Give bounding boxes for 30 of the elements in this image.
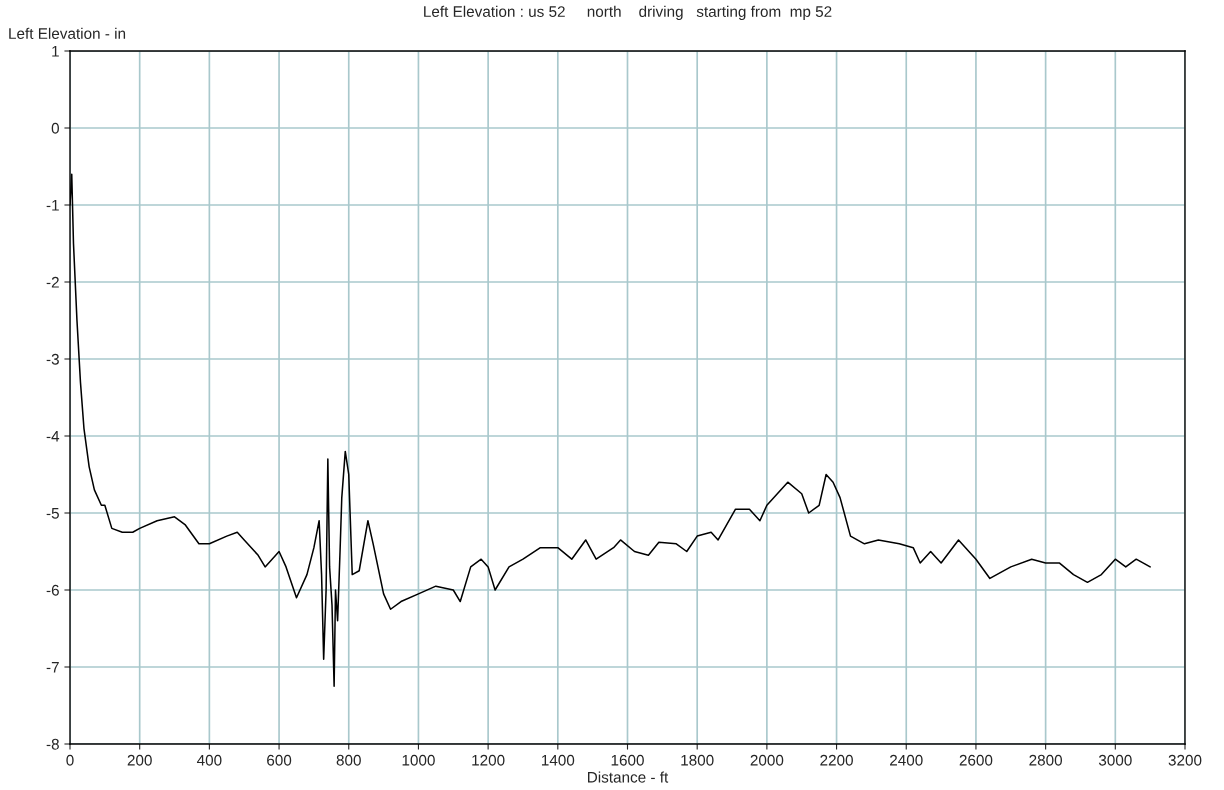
x-tick-label: 2200 <box>820 754 853 766</box>
y-tick-label: -7 <box>46 662 59 673</box>
y-tick-label: -1 <box>46 200 59 211</box>
x-tick-label: 1200 <box>472 754 505 766</box>
x-tick-label: 0 <box>66 754 74 766</box>
x-tick-label: 1800 <box>681 754 714 766</box>
x-tick-label: 3000 <box>1098 754 1132 766</box>
x-tick-label: 2400 <box>890 754 923 766</box>
x-tick-label: 400 <box>196 754 222 766</box>
y-tick-label: -8 <box>46 738 59 750</box>
x-axis-title: Distance - ft <box>588 771 669 783</box>
y-axis-title: Left Elevation - in <box>9 27 126 39</box>
x-tick-label: 3200 <box>1168 754 1202 766</box>
x-tick-label: 2600 <box>959 754 993 766</box>
y-tick-label: 1 <box>52 46 59 57</box>
y-tick-label: -5 <box>46 508 59 519</box>
x-tick-label: 600 <box>267 754 292 766</box>
y-tick-label: -3 <box>46 353 59 365</box>
x-tick-label: 200 <box>127 754 152 766</box>
y-tick-label: -2 <box>46 276 59 288</box>
x-tick-label: 800 <box>336 754 361 766</box>
y-tick-label: -6 <box>46 584 59 596</box>
x-tick-label: 1000 <box>402 754 435 766</box>
x-tick-label: 1400 <box>541 754 575 766</box>
y-tick-label: -4 <box>46 431 60 442</box>
y-tick-label: 0 <box>51 122 59 134</box>
x-tick-label: 2800 <box>1029 754 1063 766</box>
x-tick-label: 1600 <box>611 754 644 766</box>
chart-title: Left Elevation : us 52 north driving starting from mp 52 <box>424 5 832 20</box>
x-tick-label: 2000 <box>750 754 784 766</box>
